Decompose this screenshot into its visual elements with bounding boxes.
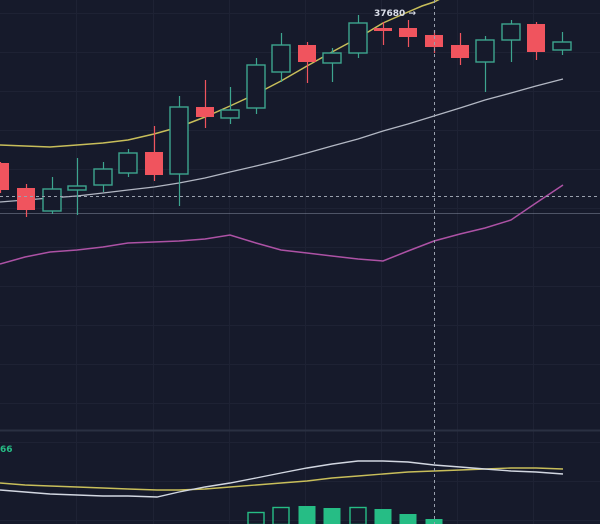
candles-layer (0, 15, 572, 217)
ma-lines-layer (0, 0, 564, 265)
indicator-layer (0, 460, 564, 498)
price-value-label: 37680 → (374, 9, 416, 19)
indicator-value-label: 66 (0, 445, 13, 455)
histogram-layer (247, 506, 443, 524)
